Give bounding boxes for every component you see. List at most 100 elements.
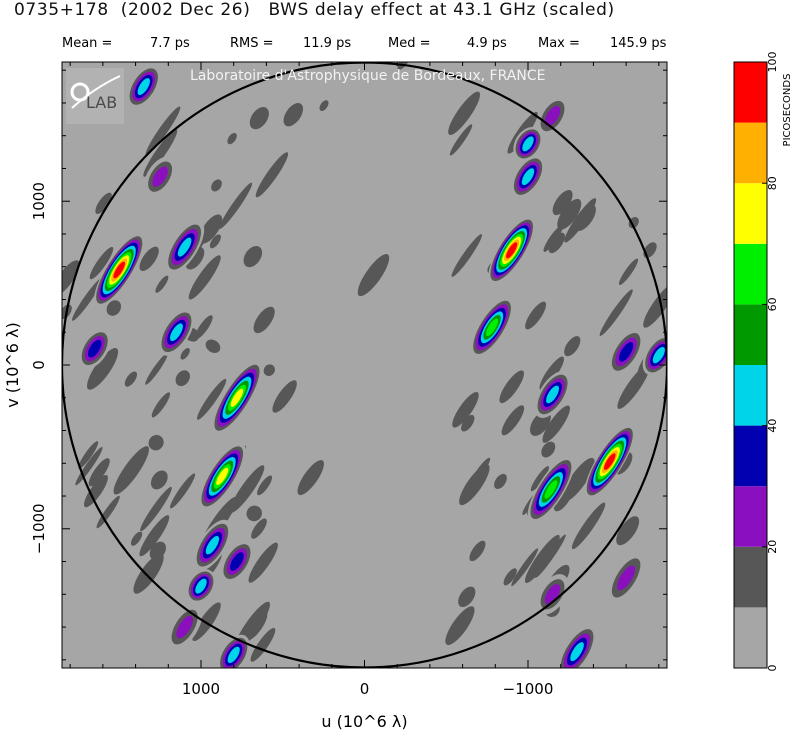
delay-feature bbox=[186, 569, 216, 604]
colorbar-band bbox=[734, 304, 767, 365]
stat-max-value: 145.9 ps bbox=[610, 36, 667, 51]
stat-rms-label: RMS = bbox=[230, 36, 274, 51]
texture-streak bbox=[458, 586, 476, 608]
texture-streak bbox=[130, 531, 143, 546]
colorbar-tick-label: 100 bbox=[766, 52, 779, 73]
texture-streak bbox=[564, 336, 581, 357]
texture-streak bbox=[248, 542, 278, 583]
delay-feature bbox=[158, 308, 195, 356]
texture-streak bbox=[255, 152, 289, 198]
texture-streak bbox=[451, 234, 482, 277]
texture-streak bbox=[124, 371, 138, 387]
feature-contour bbox=[152, 166, 168, 187]
texture-streak bbox=[192, 602, 221, 642]
texture-streak bbox=[149, 541, 166, 560]
delay-feature bbox=[470, 297, 514, 358]
texture-streak bbox=[469, 540, 486, 562]
feature-contour bbox=[227, 646, 240, 664]
texture-streak bbox=[188, 255, 221, 300]
texture-streak bbox=[155, 275, 169, 293]
colorbar-band bbox=[734, 122, 767, 184]
plot-title: 0735+178 (2002 Dec 26) BWS delay effect … bbox=[14, 0, 615, 20]
colorbar-tick-label: 20 bbox=[766, 540, 779, 554]
texture-streak bbox=[618, 258, 639, 285]
feature-contour bbox=[544, 480, 558, 499]
texture-streak bbox=[541, 441, 556, 458]
y-tick-label: −1000 bbox=[30, 503, 48, 554]
texture-streak bbox=[297, 459, 324, 496]
feature-contour bbox=[216, 467, 229, 486]
texture-streak bbox=[150, 470, 168, 490]
texture-streak bbox=[548, 232, 565, 254]
texture-streak bbox=[88, 458, 110, 487]
stat-mean-value: 7.7 ps bbox=[150, 36, 190, 51]
feature-contour bbox=[546, 385, 559, 404]
feature-contour bbox=[88, 339, 102, 358]
feature-contour bbox=[652, 347, 665, 364]
delay-feature bbox=[211, 360, 263, 435]
texture-streak bbox=[229, 465, 265, 513]
colorbar-frame bbox=[733, 61, 768, 669]
texture-streak bbox=[561, 457, 595, 502]
texture-streak bbox=[499, 370, 524, 404]
delay-feature bbox=[165, 220, 205, 274]
delay-feature bbox=[143, 156, 177, 197]
delay-feature bbox=[220, 540, 254, 584]
texture-streak bbox=[170, 473, 196, 509]
delay-feature bbox=[94, 233, 145, 307]
colorbar-tick-label: 60 bbox=[766, 297, 779, 311]
texture-streak bbox=[452, 391, 479, 428]
colorbar-band bbox=[734, 243, 767, 305]
texture-streak bbox=[543, 225, 563, 252]
feature-contour bbox=[205, 535, 220, 555]
texture-streak bbox=[448, 91, 481, 136]
delay-feature bbox=[78, 328, 111, 369]
texture-streak bbox=[449, 124, 473, 156]
texture-streak bbox=[251, 518, 267, 539]
watermark-text: Laboratoire d'Astrophysique de Bordeaux,… bbox=[190, 68, 546, 84]
texture-streak bbox=[140, 486, 172, 532]
texture-streak bbox=[197, 378, 227, 420]
texture-streak bbox=[257, 475, 273, 496]
feature-contour bbox=[604, 453, 616, 471]
texture-streak bbox=[530, 466, 550, 492]
texture-streak bbox=[357, 254, 390, 297]
feature-contour bbox=[544, 105, 561, 127]
texture-streak bbox=[525, 301, 547, 330]
texture-streak bbox=[211, 179, 222, 192]
feature-contour bbox=[618, 342, 634, 362]
texture-streak bbox=[599, 289, 633, 336]
texture-streak bbox=[151, 392, 171, 418]
logo-text: LAB bbox=[86, 93, 117, 112]
feature-contour bbox=[137, 78, 150, 96]
texture-streak bbox=[263, 364, 275, 377]
texture-streak bbox=[199, 214, 223, 244]
colorbar-label: PICOSECONDS bbox=[782, 74, 792, 147]
texture-streak bbox=[145, 106, 181, 156]
texture-streak bbox=[469, 457, 491, 487]
delay-feature bbox=[527, 455, 575, 524]
colorbar-band bbox=[734, 607, 767, 668]
delay-feature bbox=[511, 155, 545, 199]
stat-mean-label: Mean = bbox=[62, 36, 113, 51]
texture-streak bbox=[205, 339, 221, 353]
delay-feature bbox=[193, 519, 232, 571]
texture-streak bbox=[83, 474, 108, 508]
colorbar-band bbox=[734, 546, 767, 608]
texture-streak bbox=[494, 473, 507, 489]
texture-streak bbox=[524, 534, 560, 583]
texture-streak bbox=[272, 380, 297, 413]
texture-streak bbox=[643, 283, 667, 328]
feature-contour bbox=[485, 318, 499, 337]
texture-streak bbox=[62, 260, 80, 296]
texture-streak bbox=[78, 441, 99, 469]
texture-streak bbox=[133, 553, 164, 594]
y-tick-label: 0 bbox=[30, 360, 48, 370]
delay-feature bbox=[488, 216, 535, 284]
texture-streak bbox=[139, 246, 159, 272]
y-axis-label: v (10^6 λ) bbox=[3, 322, 22, 408]
delay-feature bbox=[606, 551, 646, 605]
delay-feature bbox=[126, 65, 161, 109]
stat-rms-value: 11.9 ps bbox=[303, 36, 352, 51]
